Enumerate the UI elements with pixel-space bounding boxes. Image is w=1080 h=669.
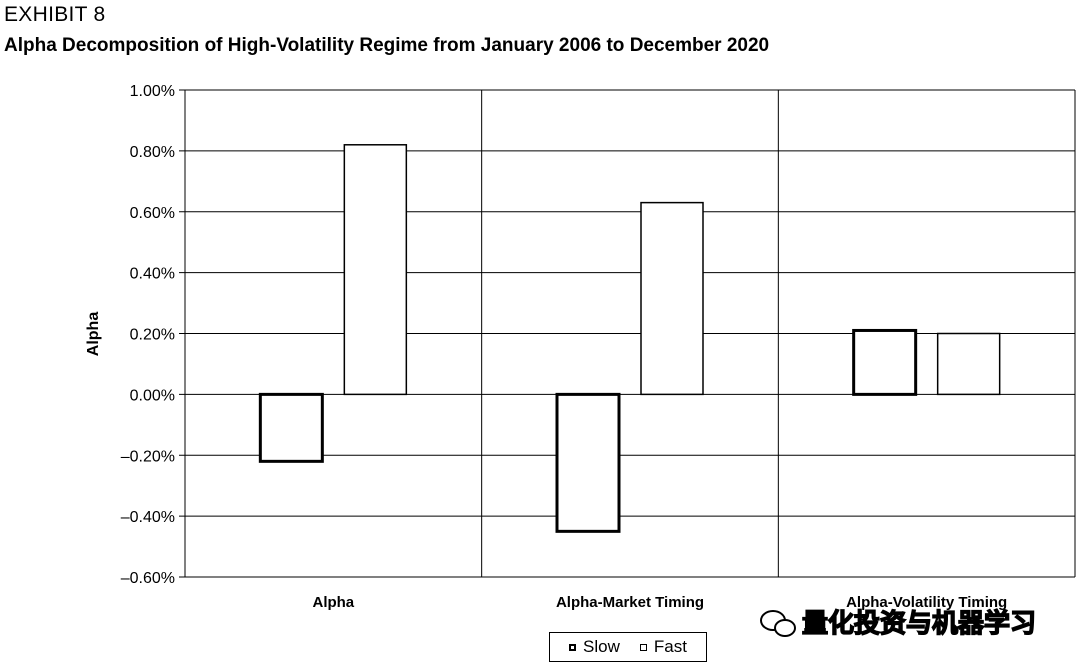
legend-swatch-fast	[639, 643, 647, 651]
y-tick-label: 1.00%	[130, 83, 175, 100]
category-label: Alpha-Volatility Timing	[846, 594, 1007, 611]
bar-slow-3	[852, 328, 918, 396]
watermark: 量化投资与机器学习	[760, 603, 1037, 640]
y-tick-label: 0.00%	[130, 387, 175, 404]
y-tick-label: –0.60%	[121, 570, 175, 587]
legend-swatch-slow	[569, 643, 577, 651]
y-tick-label: 0.80%	[130, 144, 175, 161]
bar-slow-1	[258, 392, 324, 463]
legend-label-fast: Fast	[653, 637, 687, 656]
bar-fast-2	[640, 201, 704, 396]
bars	[258, 144, 1001, 533]
bar-fast-3	[936, 332, 1001, 396]
y-axis-title: Alpha	[85, 312, 102, 357]
y-tick-label: 0.60%	[130, 205, 175, 222]
legend-item-slow: Slow	[569, 637, 620, 657]
legend-item-fast: Fast	[639, 637, 687, 657]
y-tick-label: –0.20%	[121, 448, 175, 465]
watermark-text: 量化投资与机器学习	[801, 608, 1037, 639]
legend-label-slow: Slow	[583, 637, 620, 656]
category-label: Alpha	[312, 594, 354, 611]
axes	[179, 89, 185, 578]
y-tick-label: 0.20%	[130, 327, 175, 344]
category-label: Alpha-Market Timing	[556, 594, 704, 611]
axis-labels: 1.00% 0.80% 0.60% 0.40% 0.20% 0.00% –0.20% –0.4…	[121, 83, 1007, 611]
exhibit-label: EXHIBIT 8	[4, 3, 106, 26]
y-tick-label: –0.40%	[121, 509, 175, 526]
bar-slow-2	[555, 392, 621, 533]
y-tick-label: 0.40%	[130, 266, 175, 283]
chat-bubbles-icon	[760, 607, 796, 637]
legend: Slow Fast	[549, 632, 707, 662]
chart-title: Alpha Decomposition of High-Volatility R…	[4, 35, 770, 56]
bar-fast-1	[343, 144, 408, 396]
